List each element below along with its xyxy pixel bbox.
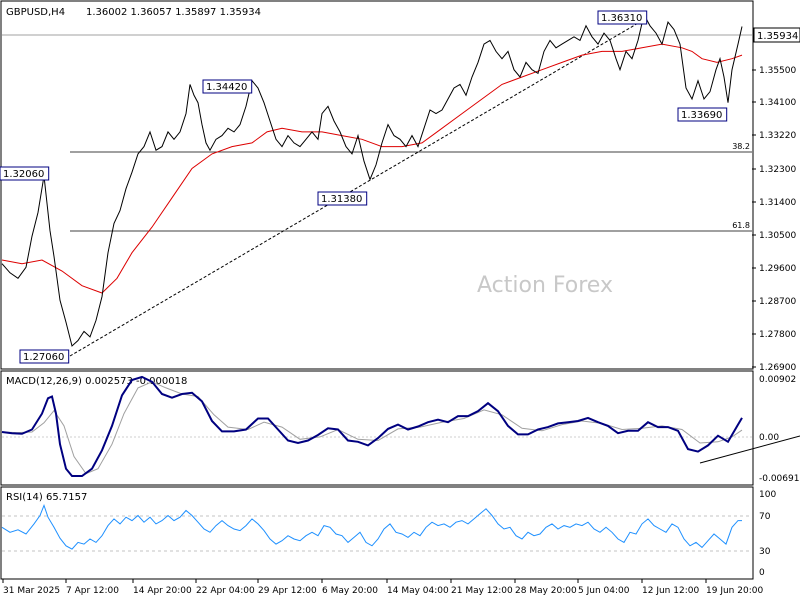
price-panel-frame <box>0 0 754 370</box>
x-tick-label: 19 Jun 20:00 <box>706 586 763 596</box>
rsi-tick-label: 0 <box>759 568 765 578</box>
swing-label: 1.33690 <box>681 110 722 121</box>
macd-tick-label: 0.00 <box>759 433 779 443</box>
price-tick-label: 1.30500 <box>759 231 796 241</box>
rsi-panel-frame <box>0 486 754 580</box>
x-tick-label: 21 May 12:00 <box>451 586 513 596</box>
swing-label: 1.27060 <box>23 352 64 363</box>
price-tick-label: 1.32300 <box>759 165 796 175</box>
price-tick-label: 1.34100 <box>759 98 796 108</box>
swing-label: 1.36310 <box>601 13 642 24</box>
macd-tick-label: -0.006915 <box>759 474 800 484</box>
swing-label: 1.31380 <box>321 194 362 205</box>
price-line <box>1 13 743 347</box>
price-tick-label: 1.35500 <box>759 66 796 76</box>
x-tick-label: 28 May 20:00 <box>515 586 577 596</box>
macd-title: MACD(12,26,9) 0.002573 -0.000018 <box>6 376 187 387</box>
rsi-title: RSI(14) 65.7157 <box>6 492 87 503</box>
price-tick-label: 1.29600 <box>759 264 796 274</box>
current-price-box <box>753 27 800 43</box>
swing-label: 1.34420 <box>206 82 247 93</box>
macd-trendline <box>699 435 800 464</box>
x-tick-label: 7 Apr 12:00 <box>66 586 119 596</box>
swing-label-box <box>0 166 50 181</box>
macd-signal-line <box>1 381 743 475</box>
swing-label: 1.32060 <box>3 169 44 180</box>
x-tick-label: 5 Jun 04:00 <box>578 586 630 596</box>
swing-label-box <box>202 79 253 94</box>
macd-line <box>1 375 743 477</box>
price-tick-label: 1.28700 <box>759 297 796 307</box>
price-tick-label: 1.33220 <box>759 131 796 141</box>
x-tick-label: 14 May 04:00 <box>387 586 449 596</box>
x-tick-label: 22 Apr 04:00 <box>196 586 255 596</box>
swing-label-box <box>317 191 368 206</box>
fib-level-label: 61.8 <box>732 221 750 230</box>
macd-tick-label: 0.00902 <box>759 375 796 385</box>
price-tick-label: 1.27800 <box>759 330 796 340</box>
swing-label-box <box>677 107 728 122</box>
watermark: Action Forex <box>477 273 613 298</box>
price-ohlc: 1.36002 1.36057 1.35897 1.35934 <box>86 7 261 18</box>
x-tick-label: 29 Apr 12:00 <box>258 586 317 596</box>
rsi-line <box>1 503 742 550</box>
x-tick-label: 14 Apr 20:00 <box>133 586 192 596</box>
price-tick-label: 1.31400 <box>759 198 796 208</box>
x-tick-label: 31 Mar 2025 <box>3 586 60 596</box>
price-tick-label: 1.26900 <box>759 363 796 373</box>
fib-level-label: 38.2 <box>732 142 750 151</box>
rsi-tick-label: 30 <box>759 547 771 557</box>
moving-average-line <box>1 43 743 294</box>
rsi-tick-label: 70 <box>759 512 771 522</box>
x-tick-label: 12 Jun 12:00 <box>642 586 699 596</box>
price-title: GBPUSD,H4 <box>6 7 65 18</box>
price-trendline <box>69 21 641 357</box>
x-tick-label: 6 May 20:00 <box>322 586 378 596</box>
swing-label-box <box>19 349 70 364</box>
swing-label-box <box>597 10 648 25</box>
rsi-tick-label: 100 <box>759 490 776 500</box>
current-price-label: 1.35934 <box>757 31 798 42</box>
